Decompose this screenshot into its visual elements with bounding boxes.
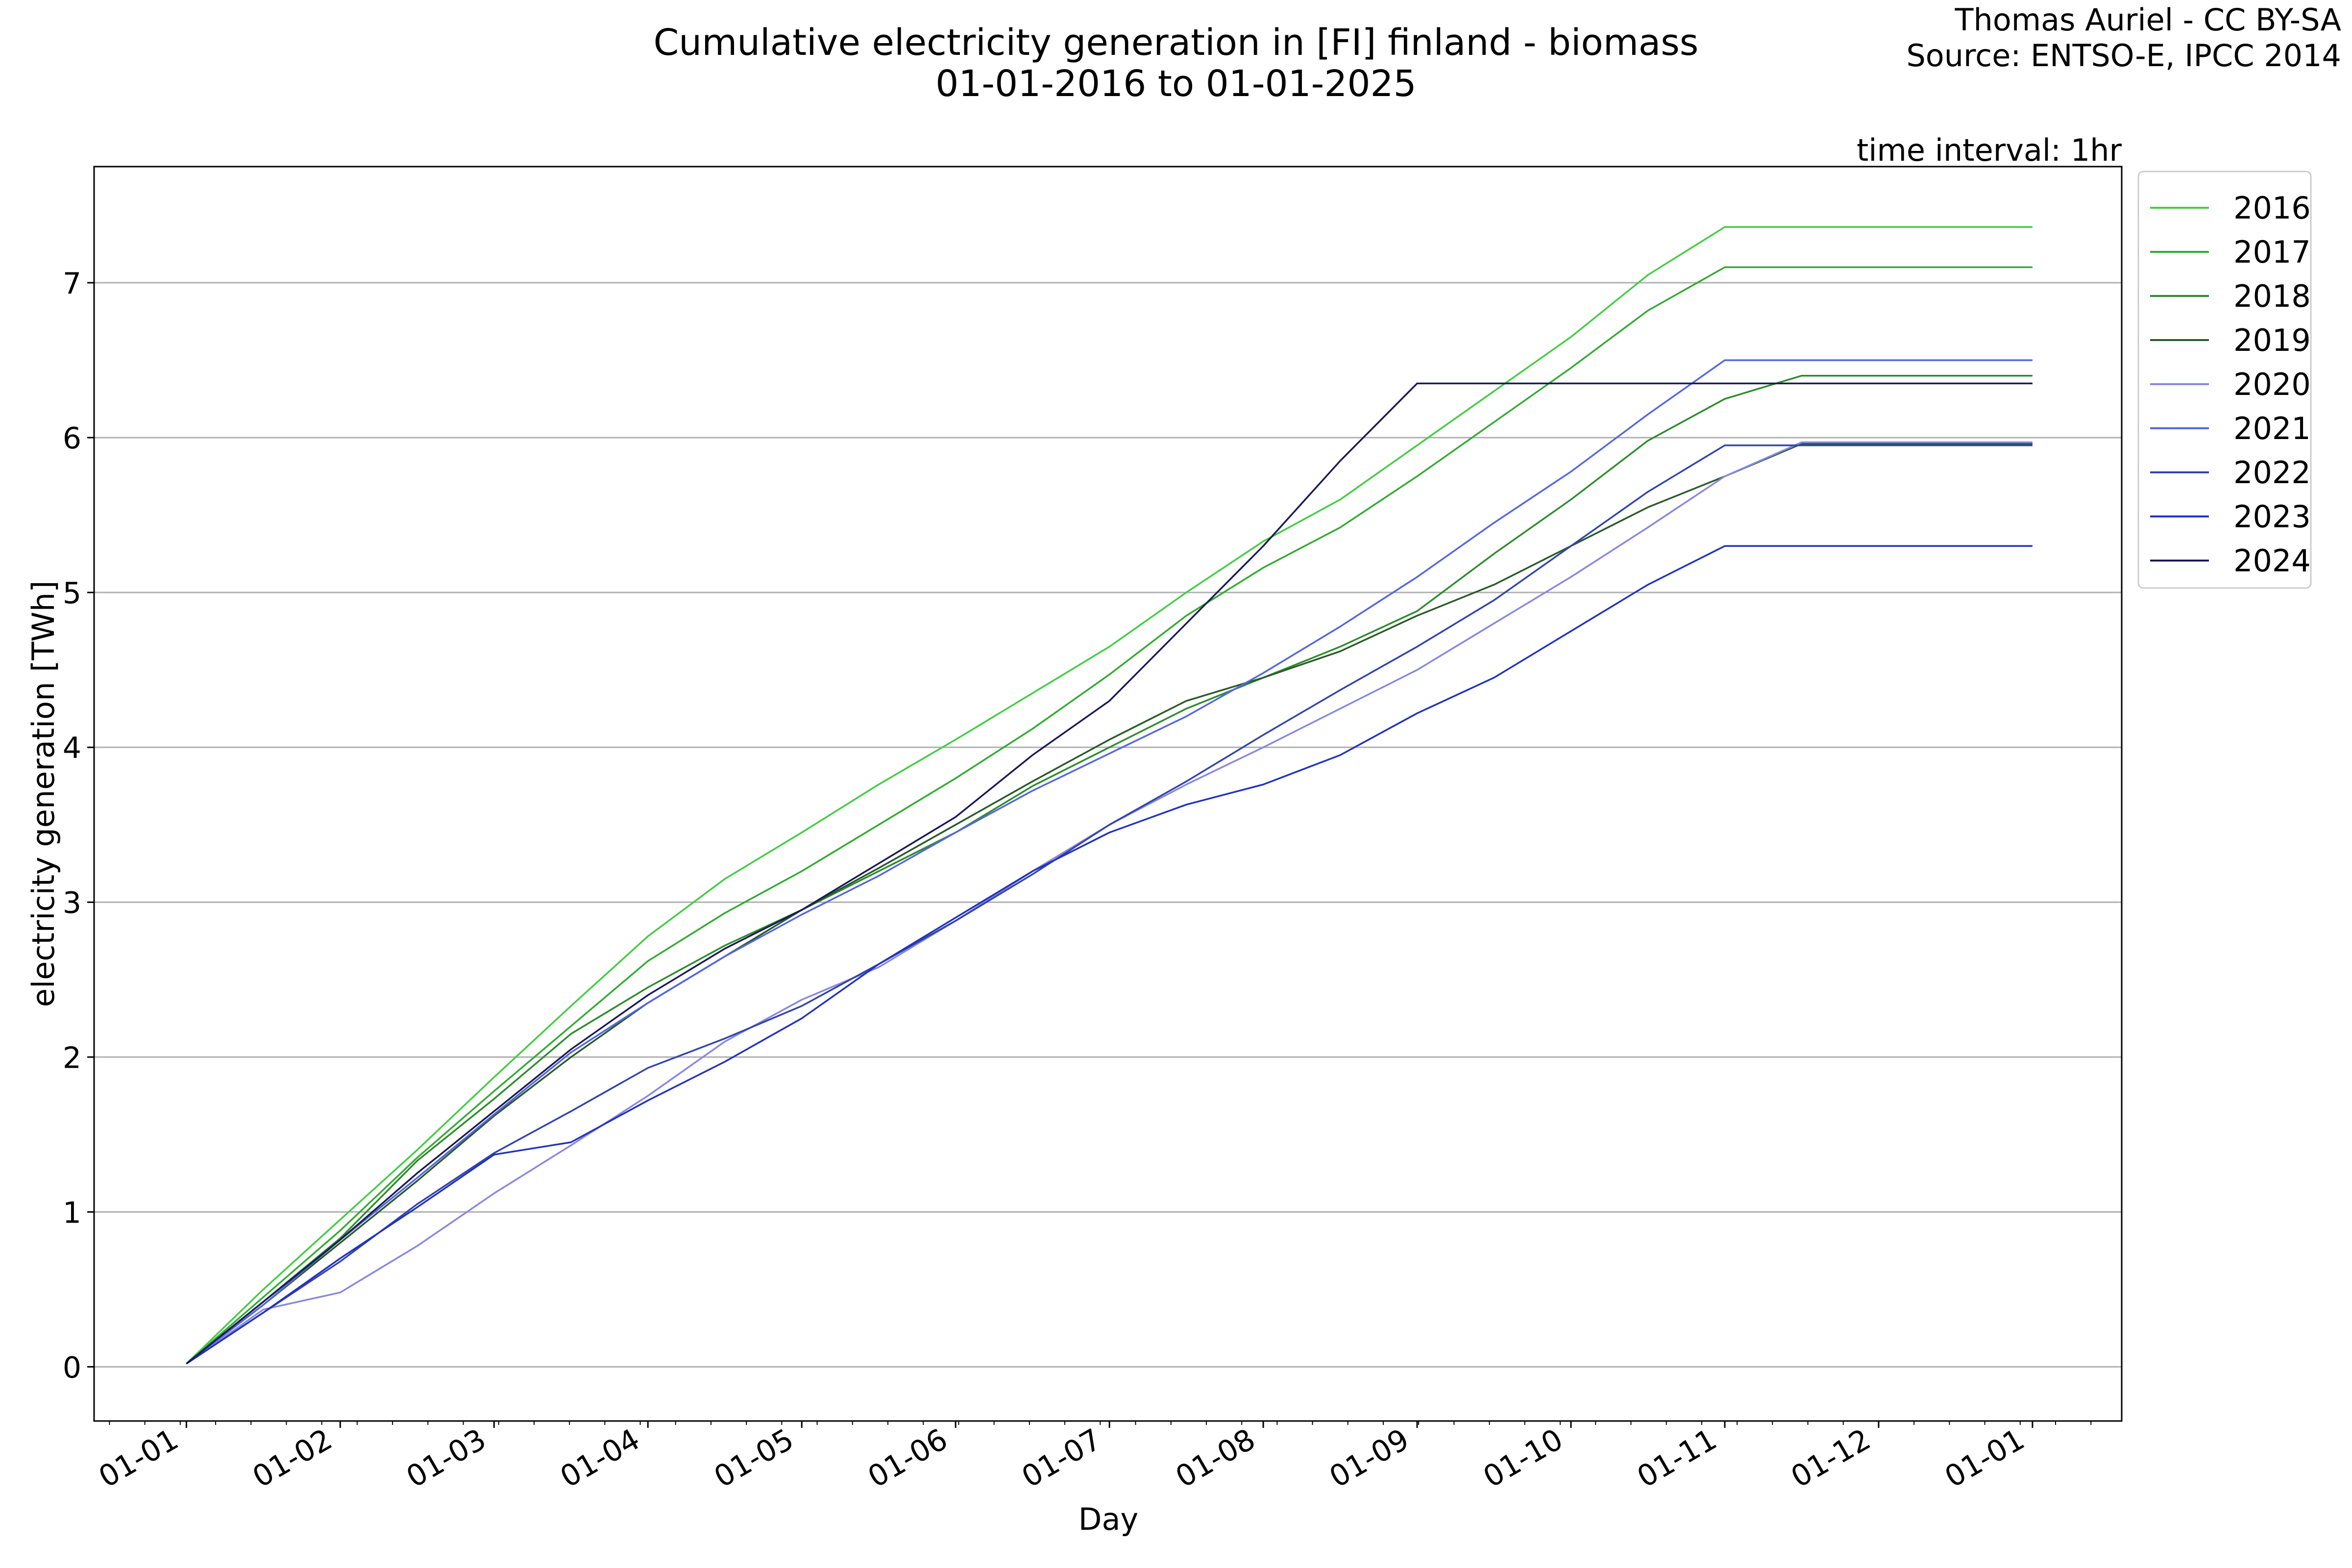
chart-subtitle: 01-01-2016 to 01-01-2025: [935, 63, 1416, 105]
series-line-2023: [186, 545, 2033, 1365]
legend-box: [2137, 171, 2312, 589]
plot-frame: [93, 166, 2123, 1422]
legend-label: 2020: [2233, 367, 2311, 402]
legend-label: 2021: [2233, 411, 2311, 446]
legend-label: 2019: [2233, 322, 2311, 358]
legend-label: 2016: [2233, 190, 2311, 226]
y-tick-label: 1: [63, 1196, 81, 1230]
series-line-2021: [186, 359, 2033, 1365]
series-line-2018: [186, 374, 2033, 1365]
legend-label: 2017: [2233, 234, 2311, 270]
y-tick-label: 3: [63, 886, 81, 920]
legend-label: 2024: [2233, 543, 2311, 579]
chart-title: Cumulative electricity generation in [FI…: [654, 22, 1699, 64]
y-tick-label: 5: [63, 576, 81, 611]
series-lines: [186, 226, 2033, 1365]
legend-label: 2018: [2233, 278, 2311, 314]
y-tick-label: 4: [63, 731, 81, 765]
y-tick-label: 7: [63, 267, 81, 301]
series-line-2016: [186, 226, 2033, 1365]
credit-source: Source: ENTSO-E, IPCC 2014: [1906, 38, 2341, 74]
y-tick-label: 6: [63, 421, 81, 456]
series-line-2024: [186, 382, 2033, 1365]
y-tick-label: 0: [63, 1350, 81, 1385]
y-tick-label: 2: [63, 1041, 81, 1075]
legend-label: 2022: [2233, 455, 2311, 490]
credit-author: Thomas Auriel - CC BY-SA: [1955, 2, 2341, 38]
time-interval-annotation: time interval: 1hr: [1857, 132, 2122, 168]
y-axis-label: electricity generation [TWh]: [25, 581, 61, 1007]
series-line-2017: [186, 266, 2033, 1365]
series-line-2022: [186, 444, 2033, 1365]
legend-label: 2023: [2233, 499, 2311, 535]
x-axis-label: Day: [1078, 1501, 1138, 1537]
legend: 2016 2017 2018 2019 2020 2021 2022 2023 2024: [2137, 171, 2312, 589]
